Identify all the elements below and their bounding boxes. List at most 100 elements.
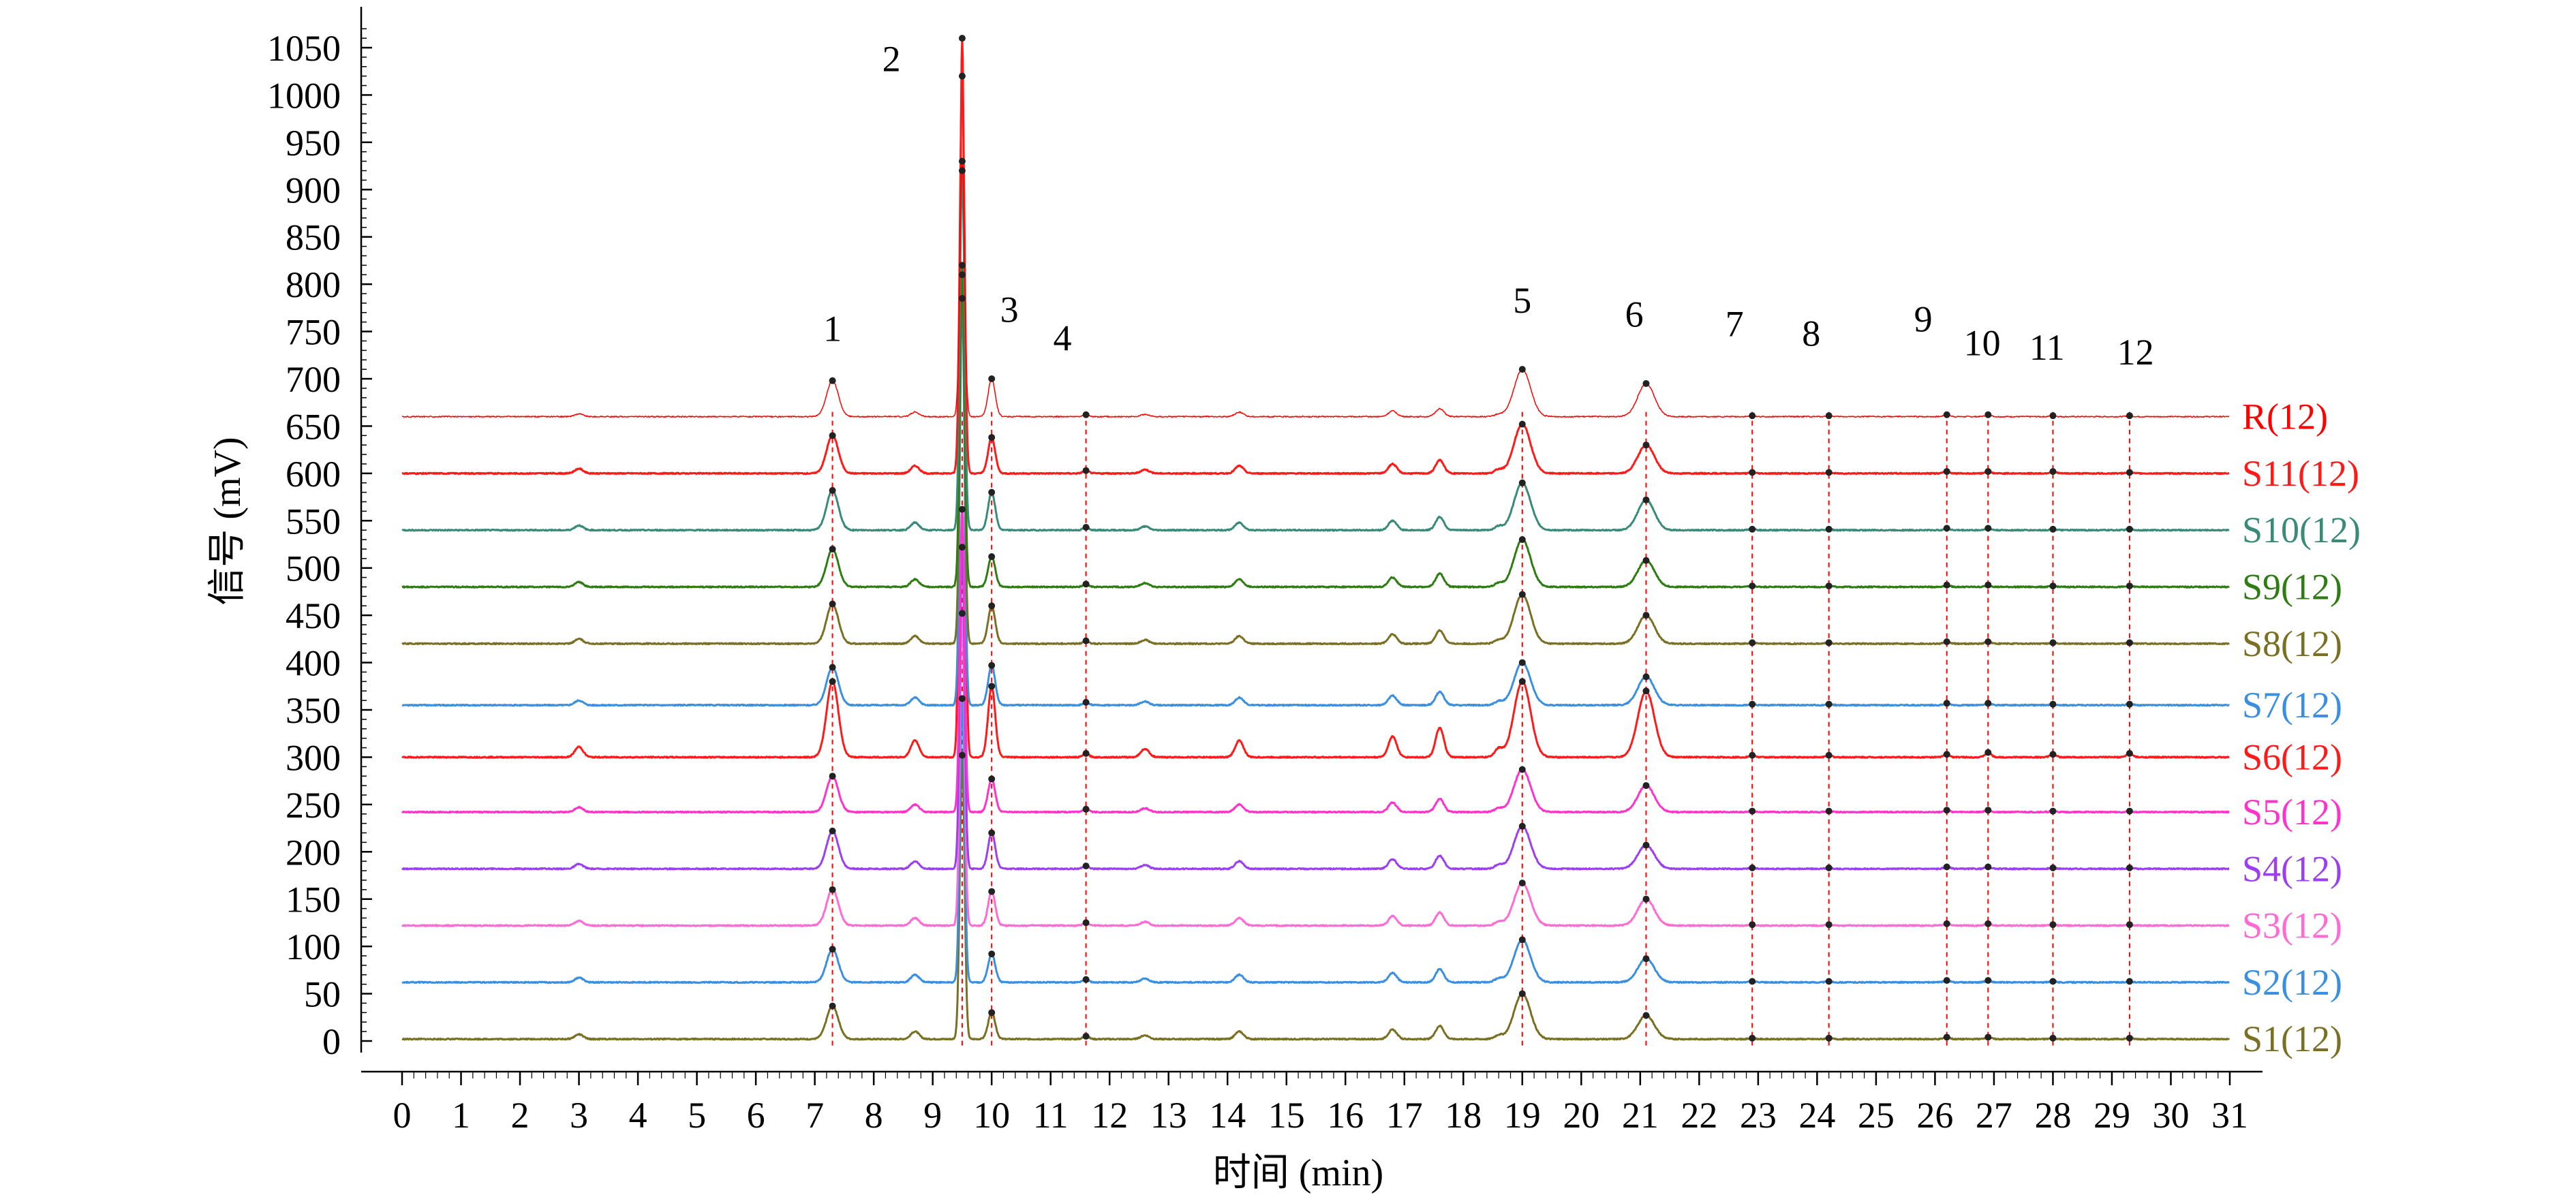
peak-apex-dot bbox=[988, 888, 996, 895]
series-label: S2(12) bbox=[2242, 962, 2342, 1003]
y-tick-label: 300 bbox=[286, 737, 341, 778]
x-tick-label: 24 bbox=[1798, 1095, 1835, 1136]
peak-apex-dot bbox=[1984, 807, 1992, 814]
peak-apex-dot bbox=[1749, 639, 1756, 647]
peak-apex-dot bbox=[1518, 366, 1526, 373]
x-tick-label: 19 bbox=[1504, 1095, 1541, 1136]
peak-apex-dot bbox=[1825, 921, 1833, 929]
peak-number-label: 5 bbox=[1513, 280, 1531, 321]
peak-apex-dot bbox=[1749, 864, 1756, 871]
peak-apex-dot bbox=[1825, 639, 1833, 647]
peak-apex-dot bbox=[988, 1009, 996, 1016]
peak-number-label: 9 bbox=[1914, 299, 1933, 340]
series-label: S7(12) bbox=[2242, 685, 2342, 726]
x-tick-label: 30 bbox=[2152, 1095, 2189, 1136]
peak-apex-dot bbox=[1082, 919, 1090, 927]
peak-apex-dot bbox=[1984, 638, 1992, 646]
x-tick-label: 29 bbox=[2094, 1095, 2130, 1136]
x-tick-label: 12 bbox=[1091, 1095, 1128, 1136]
peak-apex-dot bbox=[958, 544, 966, 551]
peak-apex-dot bbox=[1825, 807, 1833, 815]
peak-apex-dot bbox=[2049, 700, 2057, 708]
peak-apex-dot bbox=[1984, 749, 1992, 756]
peak-apex-dot bbox=[1825, 525, 1833, 533]
y-tick-label: 100 bbox=[286, 927, 341, 967]
peak-apex-dot bbox=[2126, 469, 2133, 476]
peak-apex-dot bbox=[829, 545, 836, 553]
peak-apex-dot bbox=[988, 683, 996, 690]
peak-number-label: 2 bbox=[883, 39, 901, 80]
peak-apex-dot bbox=[829, 486, 836, 494]
peak-apex-dot bbox=[829, 886, 836, 893]
y-tick-label: 250 bbox=[286, 785, 341, 826]
peak-apex-dot bbox=[1943, 638, 1950, 646]
peak-apex-dot bbox=[988, 375, 996, 382]
peak-apex-dot bbox=[1984, 1033, 1992, 1041]
x-tick-label: 9 bbox=[923, 1095, 942, 1136]
x-tick-label: 28 bbox=[2034, 1095, 2071, 1136]
peak-apex-dot bbox=[2126, 978, 2133, 985]
peak-apex-dots bbox=[829, 35, 2133, 1042]
y-tick-label: 550 bbox=[286, 501, 341, 542]
peak-apex-dot bbox=[1518, 420, 1526, 428]
peak-apex-dot bbox=[1642, 895, 1650, 903]
y-axis-ticks: 0 50 100 150 200 250 300 350 400 450 500 550 600 650 7… bbox=[267, 28, 372, 1062]
peak-apex-dot bbox=[1642, 496, 1650, 503]
peak-apex-dot bbox=[1642, 557, 1650, 564]
peak-apex-dot bbox=[1082, 411, 1090, 418]
peak-apex-dot bbox=[1984, 581, 1992, 589]
peak-apex-dot bbox=[988, 434, 996, 441]
series-label: R(12) bbox=[2242, 397, 2328, 437]
peak-apex-dot bbox=[1825, 700, 1833, 708]
peak-apex-dot bbox=[1984, 411, 1992, 418]
peak-apex-dot bbox=[2049, 921, 2057, 929]
peak-apex-dot bbox=[1943, 700, 1950, 707]
peak-apex-dot bbox=[829, 946, 836, 953]
y-tick-label: 1050 bbox=[267, 28, 341, 69]
x-tick-label: 4 bbox=[629, 1095, 647, 1136]
peak-apex-dot bbox=[1642, 673, 1650, 681]
x-tick-label: 5 bbox=[688, 1095, 706, 1136]
peak-apex-dot bbox=[829, 664, 836, 671]
x-tick-label: 31 bbox=[2211, 1095, 2248, 1136]
peak-apex-dot bbox=[829, 600, 836, 608]
peak-apex-dot bbox=[1518, 479, 1526, 486]
peak-apex-dot bbox=[1943, 468, 1950, 476]
peak-apex-dot bbox=[958, 35, 966, 42]
peak-apex-dot bbox=[1825, 582, 1833, 590]
y-tick-label: 400 bbox=[286, 643, 341, 684]
peak-apex-dot bbox=[1749, 1034, 1756, 1042]
peak-apex-dot bbox=[1518, 990, 1526, 997]
peak-number-label: 6 bbox=[1625, 294, 1644, 335]
peak-apex-dot bbox=[1518, 659, 1526, 666]
peak-apex-dot bbox=[1943, 525, 1950, 532]
y-tick-label: 600 bbox=[286, 454, 341, 495]
peak-apex-dot bbox=[988, 775, 996, 783]
series-trace bbox=[401, 37, 2230, 759]
y-tick-label: 50 bbox=[304, 974, 341, 1015]
peak-apex-dot bbox=[2126, 807, 2133, 815]
peak-apex-dot bbox=[1749, 921, 1756, 929]
y-tick-label: 700 bbox=[286, 359, 341, 400]
peak-apex-dot bbox=[1082, 637, 1090, 644]
peak-apex-dot bbox=[1984, 863, 1992, 871]
peak-apex-dot bbox=[988, 829, 996, 837]
peak-apex-dot bbox=[1082, 467, 1090, 474]
series-trace bbox=[401, 698, 2230, 984]
peak-apex-dot bbox=[1082, 805, 1090, 813]
peak-apex-dot bbox=[1518, 678, 1526, 685]
peak-apex-dot bbox=[1943, 581, 1950, 589]
peak-apex-dot bbox=[1943, 1033, 1950, 1041]
series-trace bbox=[401, 169, 2230, 532]
series-trace bbox=[401, 264, 2230, 589]
peak-apex-dot bbox=[1642, 379, 1650, 387]
peak-apex-dot bbox=[958, 610, 966, 617]
peak-apex-dot bbox=[1749, 469, 1756, 476]
peak-apex-dot bbox=[1082, 698, 1090, 706]
peak-apex-dot bbox=[958, 157, 966, 165]
peak-apex-dot bbox=[2126, 1034, 2133, 1042]
peak-apex-dot bbox=[1082, 524, 1090, 531]
x-tick-label: 23 bbox=[1740, 1095, 1777, 1136]
